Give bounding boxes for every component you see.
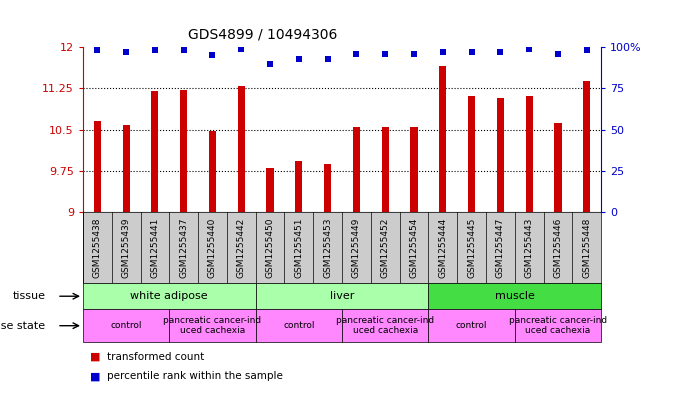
Point xyxy=(293,55,304,62)
Bar xyxy=(410,127,417,393)
Text: GSM1255445: GSM1255445 xyxy=(467,218,476,278)
Text: GSM1255447: GSM1255447 xyxy=(496,218,505,278)
Point xyxy=(351,51,362,57)
Text: tissue: tissue xyxy=(12,291,46,301)
Bar xyxy=(267,168,274,393)
Bar xyxy=(342,310,428,342)
Text: GSM1255439: GSM1255439 xyxy=(122,218,131,278)
Text: control: control xyxy=(111,321,142,330)
Bar xyxy=(439,66,446,393)
Bar xyxy=(428,310,515,342)
Text: ■: ■ xyxy=(90,352,100,362)
Point xyxy=(265,61,276,67)
Bar xyxy=(169,310,256,342)
Bar xyxy=(256,283,428,310)
Text: GSM1255441: GSM1255441 xyxy=(151,218,160,278)
Bar xyxy=(468,95,475,393)
Bar xyxy=(526,95,533,393)
Bar xyxy=(122,125,130,393)
Text: GSM1255454: GSM1255454 xyxy=(410,218,419,278)
Bar xyxy=(381,127,389,393)
Text: control: control xyxy=(456,321,487,330)
Text: GSM1255443: GSM1255443 xyxy=(524,218,533,278)
Bar xyxy=(83,310,169,342)
Bar xyxy=(256,310,342,342)
Bar xyxy=(83,283,256,310)
Bar xyxy=(295,161,303,393)
Point xyxy=(207,52,218,59)
Point xyxy=(552,51,563,57)
Bar xyxy=(583,81,590,393)
Text: GSM1255451: GSM1255451 xyxy=(294,218,303,278)
Point xyxy=(120,49,131,55)
Text: disease state: disease state xyxy=(0,321,46,331)
Text: pancreatic cancer-ind
uced cachexia: pancreatic cancer-ind uced cachexia xyxy=(509,316,607,335)
Bar xyxy=(94,121,101,393)
Text: GSM1255444: GSM1255444 xyxy=(438,218,447,278)
Point xyxy=(495,49,506,55)
Text: GSM1255446: GSM1255446 xyxy=(553,218,562,278)
Bar xyxy=(353,127,360,393)
Text: GSM1255450: GSM1255450 xyxy=(265,218,274,278)
Point xyxy=(466,49,477,55)
Point xyxy=(437,49,448,55)
Text: control: control xyxy=(283,321,314,330)
Text: white adipose: white adipose xyxy=(131,291,208,301)
Bar xyxy=(209,131,216,393)
Bar xyxy=(554,123,562,393)
Point xyxy=(178,47,189,53)
Point xyxy=(236,46,247,52)
Text: GSM1255440: GSM1255440 xyxy=(208,218,217,278)
Text: GSM1255438: GSM1255438 xyxy=(93,218,102,278)
Point xyxy=(408,51,419,57)
Text: pancreatic cancer-ind
uced cachexia: pancreatic cancer-ind uced cachexia xyxy=(163,316,262,335)
Bar xyxy=(238,86,245,393)
Text: GSM1255452: GSM1255452 xyxy=(381,218,390,278)
Text: GDS4899 / 10494306: GDS4899 / 10494306 xyxy=(188,28,337,42)
Point xyxy=(92,47,103,53)
Point xyxy=(524,46,535,52)
Text: pancreatic cancer-ind
uced cachexia: pancreatic cancer-ind uced cachexia xyxy=(336,316,435,335)
Text: transformed count: transformed count xyxy=(107,352,205,362)
Bar xyxy=(180,90,187,393)
Point xyxy=(322,55,333,62)
Text: GSM1255453: GSM1255453 xyxy=(323,218,332,278)
Text: GSM1255442: GSM1255442 xyxy=(237,218,246,278)
Text: percentile rank within the sample: percentile rank within the sample xyxy=(107,371,283,381)
Point xyxy=(379,51,390,57)
Text: GSM1255449: GSM1255449 xyxy=(352,218,361,278)
Bar xyxy=(428,283,601,310)
Text: GSM1255448: GSM1255448 xyxy=(583,218,591,278)
Point xyxy=(581,47,592,53)
Bar xyxy=(515,310,601,342)
Bar xyxy=(324,164,331,393)
Point xyxy=(149,47,160,53)
Text: liver: liver xyxy=(330,291,354,301)
Bar xyxy=(151,91,158,393)
Bar xyxy=(497,98,504,393)
Text: GSM1255437: GSM1255437 xyxy=(179,218,188,278)
Text: muscle: muscle xyxy=(495,291,535,301)
Text: ■: ■ xyxy=(90,371,100,381)
